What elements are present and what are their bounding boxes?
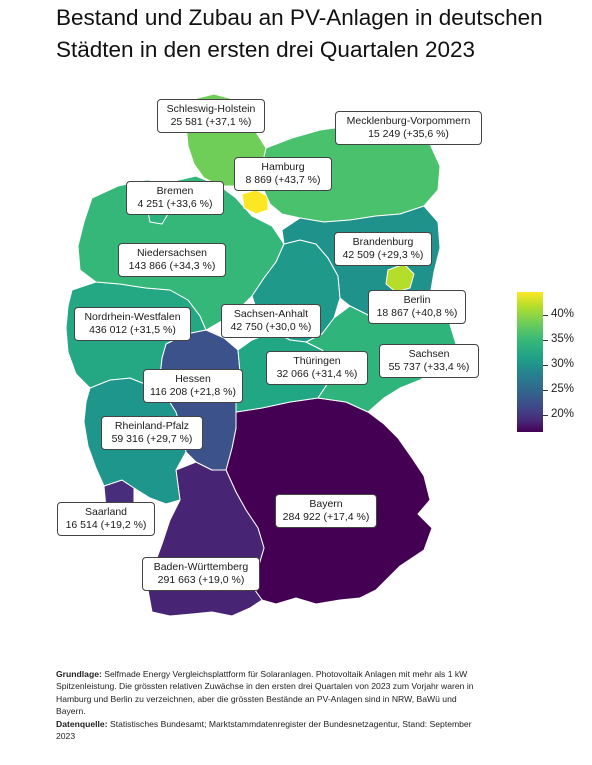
legend-tick (543, 365, 548, 366)
label-value: 25 581 (+37,1 %) (170, 116, 252, 128)
legend-tick (543, 315, 548, 316)
label-name: Saarland (84, 506, 128, 518)
label-name: Bayern (309, 498, 343, 510)
footnote: Grundlage: Selfmade Energy Vergleichspla… (56, 668, 486, 742)
legend-label: 30% (551, 358, 575, 370)
label-brandenburg: Brandenburg 42 509 (+29,3 %) (334, 232, 432, 266)
label-berlin: Berlin 18 867 (+40,8 %) (368, 290, 466, 324)
label-value: 32 066 (+31,4 %) (276, 368, 358, 380)
label-value: 436 012 (+31,5 %) (89, 324, 176, 336)
legend-label: 20% (551, 408, 575, 420)
label-value: 4 251 (+33,6 %) (137, 198, 213, 210)
label-name: Brandenburg (352, 236, 414, 248)
legend-tick (543, 415, 548, 416)
label-value: 42 509 (+29,3 %) (342, 249, 424, 261)
map-title: Bestand und Zubau an PV-Anlagen in deuts… (56, 5, 543, 62)
label-value: 284 922 (+17,4 %) (282, 511, 370, 523)
label-name: Sachsen-Anhalt (233, 308, 309, 320)
footnote-source-text: Statistisches Bundesamt; Marktstammdaten… (56, 718, 472, 742)
label-name: Hamburg (261, 161, 305, 173)
label-saarland: Saarland 16 514 (+19,2 %) (57, 502, 155, 536)
label-name: Berlin (403, 294, 431, 306)
label-value: 16 514 (+19,2 %) (65, 519, 147, 531)
label-name: Baden-Württemberg (153, 561, 249, 573)
footnote-basis-text: Selfmade Energy Vergleichsplattform für … (56, 669, 474, 717)
label-name: Rheinland-Pfalz (114, 420, 190, 432)
label-name: Niedersachsen (136, 247, 208, 259)
footnote-source-label: Datenquelle: (56, 718, 108, 729)
label-value: 143 866 (+34,3 %) (128, 260, 216, 272)
label-hamburg: Hamburg 8 869 (+43,7 %) (234, 157, 332, 191)
label-value: 8 869 (+43,7 %) (245, 174, 321, 186)
legend-label: 35% (551, 333, 575, 345)
label-sachsen: Sachsen 55 737 (+33,4 %) (379, 344, 479, 378)
label-bayern: Bayern 284 922 (+17,4 %) (275, 494, 377, 528)
label-rheinland-pfalz: Rheinland-Pfalz 59 316 (+29,7 %) (101, 416, 203, 450)
label-value: 18 867 (+40,8 %) (376, 307, 458, 319)
label-mecklenburg-vorpommern: Mecklenburg-Vorpommern 15 249 (+35,6 %) (335, 111, 482, 145)
label-name: Nordrhein-Westfalen (84, 311, 181, 323)
label-value: 42 750 (+30,0 %) (230, 321, 312, 333)
label-schleswig-holstein: Schleswig-Holstein 25 581 (+37,1 %) (157, 99, 265, 133)
label-sachsen-anhalt: Sachsen-Anhalt 42 750 (+30,0 %) (221, 304, 321, 338)
legend-tick (543, 340, 548, 341)
label-name: Thüringen (293, 355, 341, 367)
label-hessen: Hessen 116 208 (+21,8 %) (143, 369, 243, 403)
label-value: 59 316 (+29,7 %) (111, 433, 193, 445)
legend-label: 25% (551, 383, 575, 395)
label-value: 15 249 (+35,6 %) (368, 128, 449, 140)
legend-colorbar (517, 292, 543, 432)
label-bremen: Bremen 4 251 (+33,6 %) (126, 181, 224, 215)
label-name: Sachsen (408, 348, 450, 360)
label-baden-wuerttemberg: Baden-Württemberg 291 663 (+19,0 %) (142, 557, 260, 591)
label-value: 116 208 (+21,8 %) (150, 386, 236, 398)
label-name: Bremen (156, 185, 194, 197)
label-value: 291 663 (+19,0 %) (157, 574, 245, 586)
label-niedersachsen: Niedersachsen 143 866 (+34,3 %) (118, 243, 226, 277)
label-name: Mecklenburg-Vorpommern (346, 115, 471, 127)
label-value: 55 737 (+33,4 %) (388, 361, 470, 373)
label-name: Schleswig-Holstein (166, 103, 256, 115)
label-name: Hessen (175, 373, 211, 385)
label-thueringen: Thüringen 32 066 (+31,4 %) (266, 351, 368, 385)
label-nordrhein-westfalen: Nordrhein-Westfalen 436 012 (+31,5 %) (74, 307, 191, 341)
legend-tick (543, 390, 548, 391)
footnote-basis-label: Grundlage: (56, 669, 102, 679)
legend-label: 40% (551, 308, 575, 320)
